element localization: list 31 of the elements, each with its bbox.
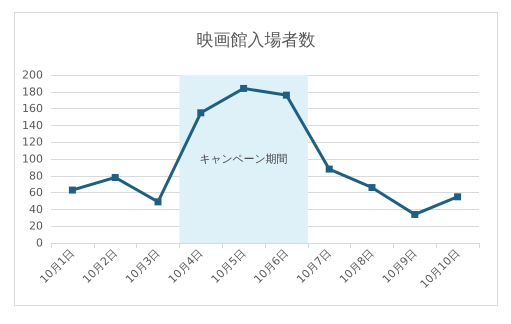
x-tick-label: 10月8日 [337, 246, 377, 286]
y-tick-label: 180 [22, 85, 43, 98]
x-tick-label: 10月6日 [251, 246, 291, 286]
x-tick-label: 10月4日 [166, 246, 206, 286]
y-tick-label: 120 [22, 136, 43, 149]
point [154, 198, 162, 206]
point [454, 193, 462, 200]
y-tick-label: 20 [29, 220, 43, 233]
y-tick-label: 160 [22, 102, 43, 116]
x-tick-label: 10月10日 [418, 246, 462, 291]
x-tick-label: 10月2日 [80, 246, 120, 286]
point [282, 92, 290, 99]
x-tick-label: 10月7日 [294, 246, 334, 286]
chart-title: 映画館入場者数 [196, 30, 316, 50]
point [368, 184, 376, 192]
point [197, 109, 204, 116]
point [411, 210, 418, 218]
x-tick-label: 10月5日 [208, 246, 248, 286]
y-tick-label: 80 [29, 169, 43, 182]
y-tick-label: 140 [22, 118, 43, 132]
point [68, 186, 76, 194]
point [112, 174, 119, 181]
y-tick-label: 60 [29, 186, 43, 200]
y-tick-label: 40 [29, 202, 43, 216]
band-label: キャンペーン期間 [200, 152, 288, 166]
x-tick-label: 10月9日 [380, 246, 420, 286]
point [240, 84, 248, 92]
y-tick-label: 200 [22, 68, 43, 82]
y-tick-label: 100 [22, 152, 43, 166]
x-tick-label: 10月3日 [123, 246, 163, 286]
point [326, 166, 333, 173]
